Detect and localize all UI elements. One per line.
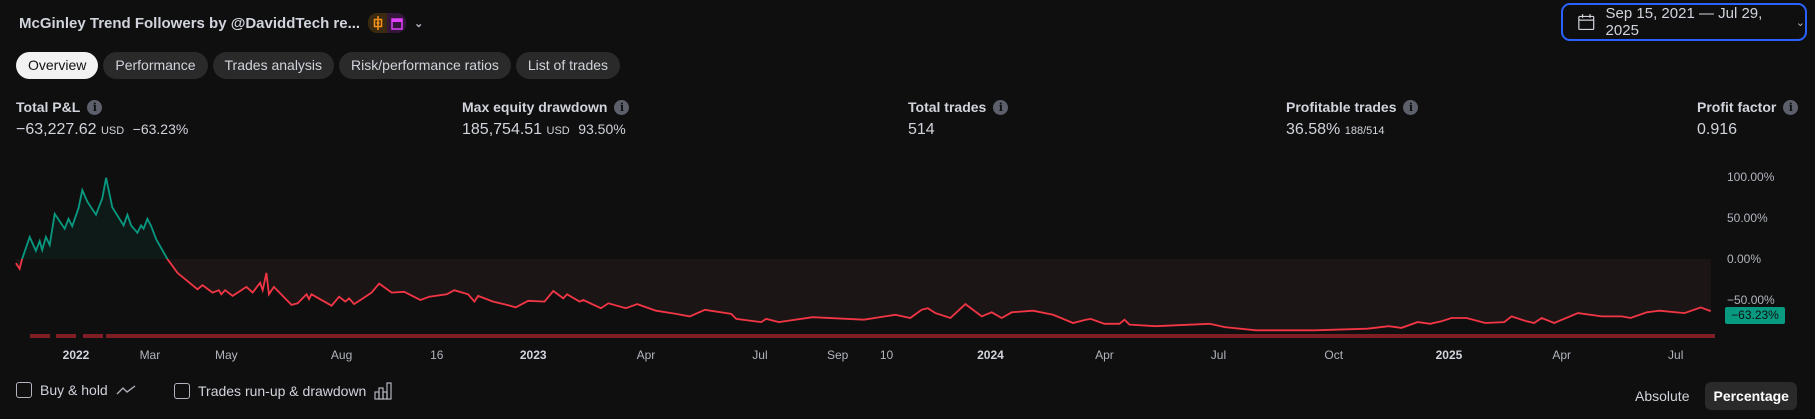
x-tick-label: May xyxy=(215,348,238,362)
x-tick-label: Oct xyxy=(1324,348,1343,362)
x-tick-label: 2025 xyxy=(1436,348,1463,362)
stat-label: Total trades xyxy=(908,99,987,115)
percentage-button[interactable]: Percentage xyxy=(1705,382,1797,410)
stat-unit: USD xyxy=(100,125,125,137)
strategy-title: McGinley Trend Followers by @DaviddTech … xyxy=(19,14,361,32)
stat-percent: 93.50% xyxy=(578,121,626,137)
tab-list-of-trades[interactable]: List of trades xyxy=(515,52,621,79)
x-tick-label: Jul xyxy=(1211,348,1226,362)
calendar-icon xyxy=(387,13,407,33)
buy-hold-checkbox[interactable] xyxy=(16,382,32,398)
line-chart-icon xyxy=(116,385,136,395)
info-icon[interactable]: i xyxy=(87,99,103,115)
x-tick-label: 2023 xyxy=(520,348,547,362)
value-mode-toggle: Absolute Percentage xyxy=(1627,382,1797,410)
stat-label: Profit factor xyxy=(1697,99,1777,115)
buy-hold-label: Buy & hold xyxy=(40,382,108,398)
stat-label: Max equity drawdown xyxy=(462,99,608,115)
runup-drawdown-toggle[interactable]: Trades run-up & drawdown xyxy=(174,382,392,400)
x-tick-label: Sep xyxy=(827,348,849,362)
x-tick-label: 10 xyxy=(880,348,894,362)
stat-profitable-trades: Profitable trades i 36.58% 188/514 xyxy=(1286,98,1419,139)
x-tick-label: Jul xyxy=(752,348,767,362)
x-tick-label: 2024 xyxy=(977,348,1004,362)
tabs: Overview Performance Trades analysis Ris… xyxy=(16,52,621,79)
info-icon[interactable]: i xyxy=(993,99,1009,115)
stat-value: 0.916 xyxy=(1697,121,1738,138)
stat-ratio: 188/514 xyxy=(1344,125,1385,137)
y-tick-label: −50.00% xyxy=(1727,293,1775,307)
x-tick-label: Jul xyxy=(1668,348,1683,362)
stat-label: Profitable trades xyxy=(1286,99,1397,115)
stat-value: 514 xyxy=(908,121,935,138)
stat-max-drawdown: Max equity drawdown i 185,754.51 USD 93.5… xyxy=(462,98,630,139)
last-value-badge: −63.23% xyxy=(1725,307,1785,324)
runup-drawdown-checkbox[interactable] xyxy=(174,383,190,399)
stat-label: Total P&L xyxy=(16,99,81,115)
x-tick-label: Apr xyxy=(637,348,656,362)
drawdown-bar-segment xyxy=(106,334,1715,338)
date-range-button[interactable]: Sep 15, 2021 — Jul 29, 2025 ⌄ xyxy=(1561,3,1807,41)
loss-area xyxy=(15,259,1711,331)
info-icon[interactable]: i xyxy=(1783,99,1799,115)
buy-hold-toggle[interactable]: Buy & hold xyxy=(16,382,136,398)
stat-total-trades: Total trades i 514 xyxy=(908,98,1009,139)
equity-line-negative xyxy=(15,259,1711,332)
calendar-icon xyxy=(1578,14,1595,31)
runup-drawdown-label: Trades run-up & drawdown xyxy=(198,383,367,399)
tab-trades-analysis[interactable]: Trades analysis xyxy=(212,52,335,79)
stat-value: 36.58% xyxy=(1286,121,1341,138)
strategy-title-row[interactable]: McGinley Trend Followers by @DaviddTech … xyxy=(19,13,423,33)
tab-overview[interactable]: Overview xyxy=(16,52,99,79)
chevron-down-icon: ⌄ xyxy=(1795,16,1805,29)
stat-unit: USD xyxy=(546,125,570,137)
y-tick-label: 100.00% xyxy=(1727,170,1775,184)
strategy-badges xyxy=(368,13,407,33)
stat-percent: −63.23% xyxy=(132,121,189,137)
tab-performance[interactable]: Performance xyxy=(103,52,208,79)
x-tick-label: Apr xyxy=(1095,348,1114,362)
tab-risk-performance-ratios[interactable]: Risk/performance ratios xyxy=(339,52,511,79)
chevron-down-icon[interactable]: ⌄ xyxy=(414,17,424,30)
stat-value: −63,227.62 xyxy=(16,121,97,138)
y-tick-label: 50.00% xyxy=(1727,211,1768,225)
info-icon[interactable]: i xyxy=(614,99,630,115)
info-icon[interactable]: i xyxy=(1403,99,1419,115)
stat-value: 185,754.51 xyxy=(462,121,543,138)
x-tick-label: 16 xyxy=(430,348,444,362)
x-tick-label: Aug xyxy=(331,348,352,362)
stat-profit-factor: Profit factor i 0.916 xyxy=(1697,98,1799,139)
bar-chart-icon xyxy=(374,382,392,400)
date-range-text: Sep 15, 2021 — Jul 29, 2025 xyxy=(1605,5,1763,39)
x-tick-label: Mar xyxy=(140,348,161,362)
x-tick-label: 2022 xyxy=(63,348,90,362)
absolute-button[interactable]: Absolute xyxy=(1635,388,1690,404)
drawdown-bar-segment xyxy=(30,334,50,338)
candlestick-icon xyxy=(368,13,388,33)
y-tick-label: 0.00% xyxy=(1727,252,1761,266)
equity-line-positive xyxy=(21,177,169,259)
stat-total-pnl: Total P&L i −63,227.62 USD −63.23% xyxy=(16,98,188,139)
drawdown-bar-segment xyxy=(56,334,76,338)
drawdown-bar-segment xyxy=(83,334,103,338)
x-tick-label: Apr xyxy=(1552,348,1571,362)
